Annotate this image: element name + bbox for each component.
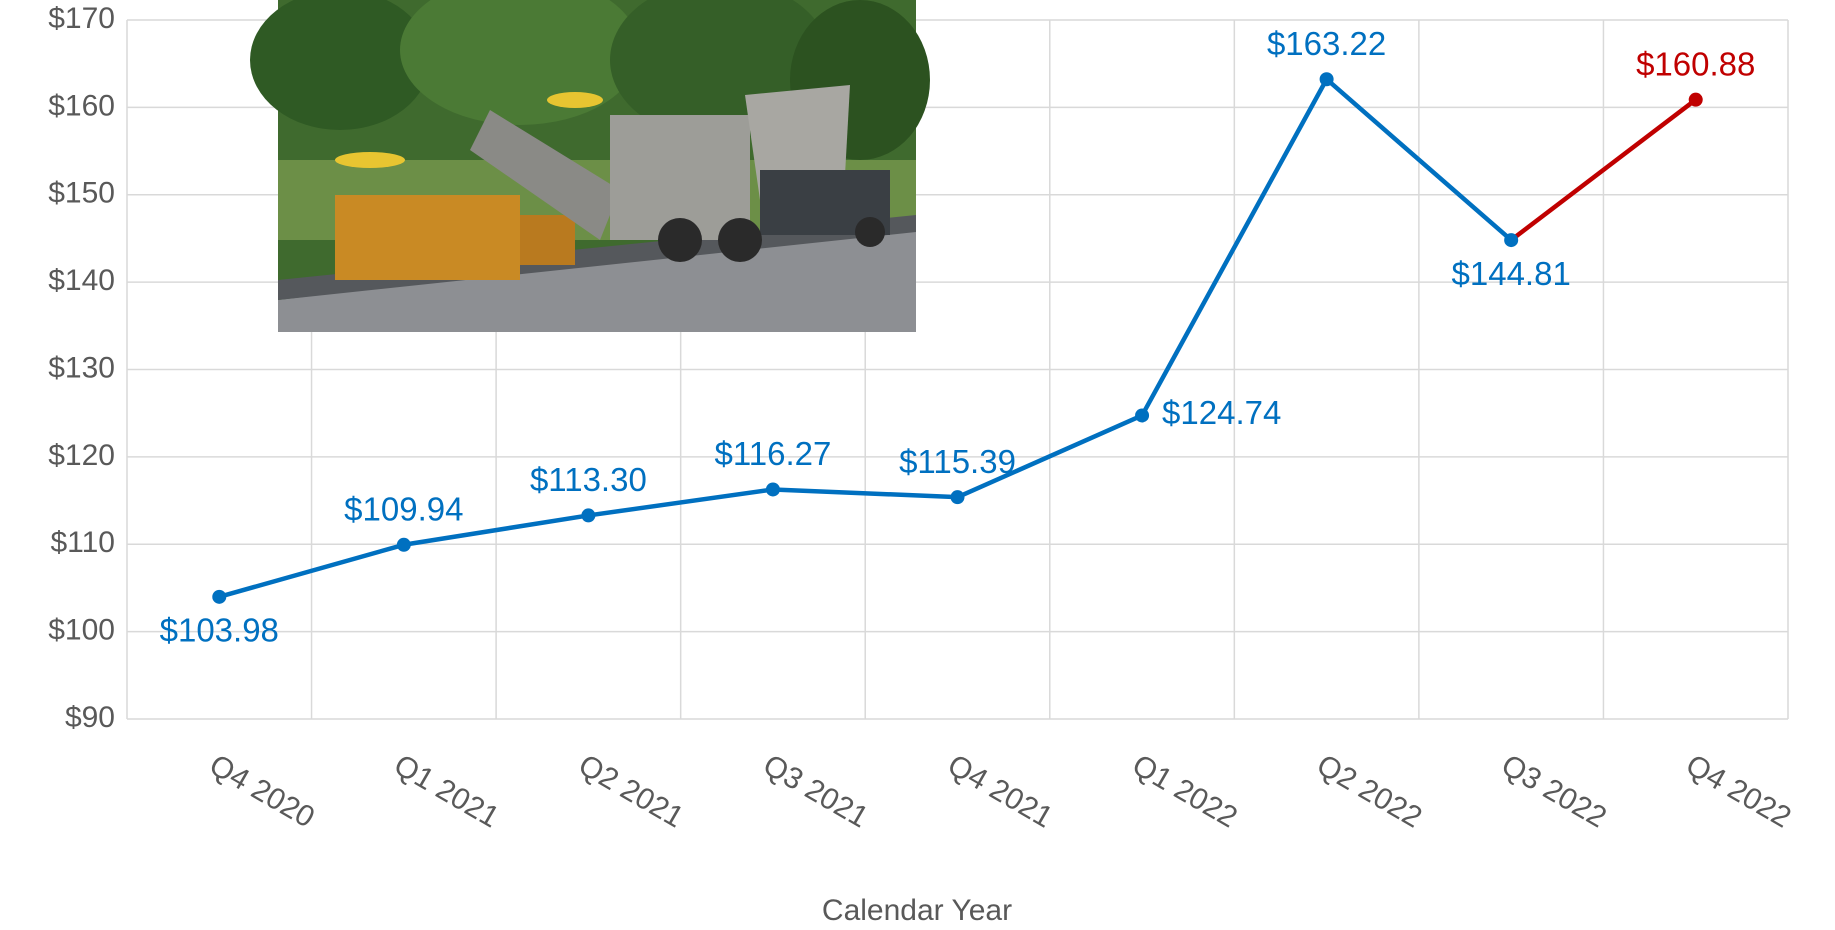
x-tick-label: Q1 2022 xyxy=(1127,748,1243,834)
photo-umbrella xyxy=(547,92,603,108)
data-point xyxy=(766,482,780,496)
data-point xyxy=(1689,93,1703,107)
data-label: $113.30 xyxy=(530,461,647,498)
data-point xyxy=(581,508,595,522)
y-tick-label: $150 xyxy=(48,177,115,210)
y-tick-label: $160 xyxy=(48,89,115,122)
y-tick-label: $110 xyxy=(50,526,115,559)
x-tick-label: Q4 2020 xyxy=(204,748,320,834)
data-point xyxy=(1320,72,1334,86)
chart: $103.98 $109.94 $113.30 $116.27 $115.39 $124.… xyxy=(0,0,1835,930)
x-axis-title: Calendar Year xyxy=(822,894,1012,927)
x-tick-label: Q2 2022 xyxy=(1311,748,1427,834)
y-tick-label: $130 xyxy=(48,351,115,384)
data-label: $144.81 xyxy=(1452,255,1571,292)
x-tick-label: Q3 2022 xyxy=(1496,748,1612,834)
x-tick-label: Q2 2021 xyxy=(573,748,689,834)
data-point xyxy=(1504,233,1518,247)
photo-umbrella xyxy=(335,152,405,168)
x-tick-label: Q3 2021 xyxy=(757,748,873,834)
x-tick-label: Q4 2021 xyxy=(942,748,1058,834)
data-point xyxy=(397,538,411,552)
y-tick-label: $170 xyxy=(48,2,115,35)
data-label: $115.39 xyxy=(899,443,1016,480)
photo-paver xyxy=(520,215,575,265)
y-tick-label: $90 xyxy=(65,701,115,734)
data-label: $163.22 xyxy=(1267,25,1386,62)
data-label: $116.27 xyxy=(715,435,832,472)
data-label: $160.88 xyxy=(1636,45,1755,82)
x-tick-label: Q4 2022 xyxy=(1680,748,1796,834)
data-label: $124.74 xyxy=(1162,394,1281,431)
photo-paver xyxy=(335,195,520,280)
y-tick-label: $120 xyxy=(48,439,115,472)
data-point xyxy=(212,590,226,604)
page: {"chart_data": { "type": "line", "x_labe… xyxy=(0,0,1835,930)
photo-wheel xyxy=(855,217,885,247)
photo xyxy=(250,0,930,332)
data-label: $109.94 xyxy=(344,490,463,527)
y-tick-label: $140 xyxy=(48,264,115,297)
x-tick-label: Q1 2021 xyxy=(388,748,504,834)
data-point xyxy=(1135,408,1149,422)
y-tick-label: $100 xyxy=(48,614,115,647)
data-label: $103.98 xyxy=(160,612,279,649)
data-point xyxy=(951,490,965,504)
photo-wheel xyxy=(718,218,762,262)
photo-wheel xyxy=(658,218,702,262)
